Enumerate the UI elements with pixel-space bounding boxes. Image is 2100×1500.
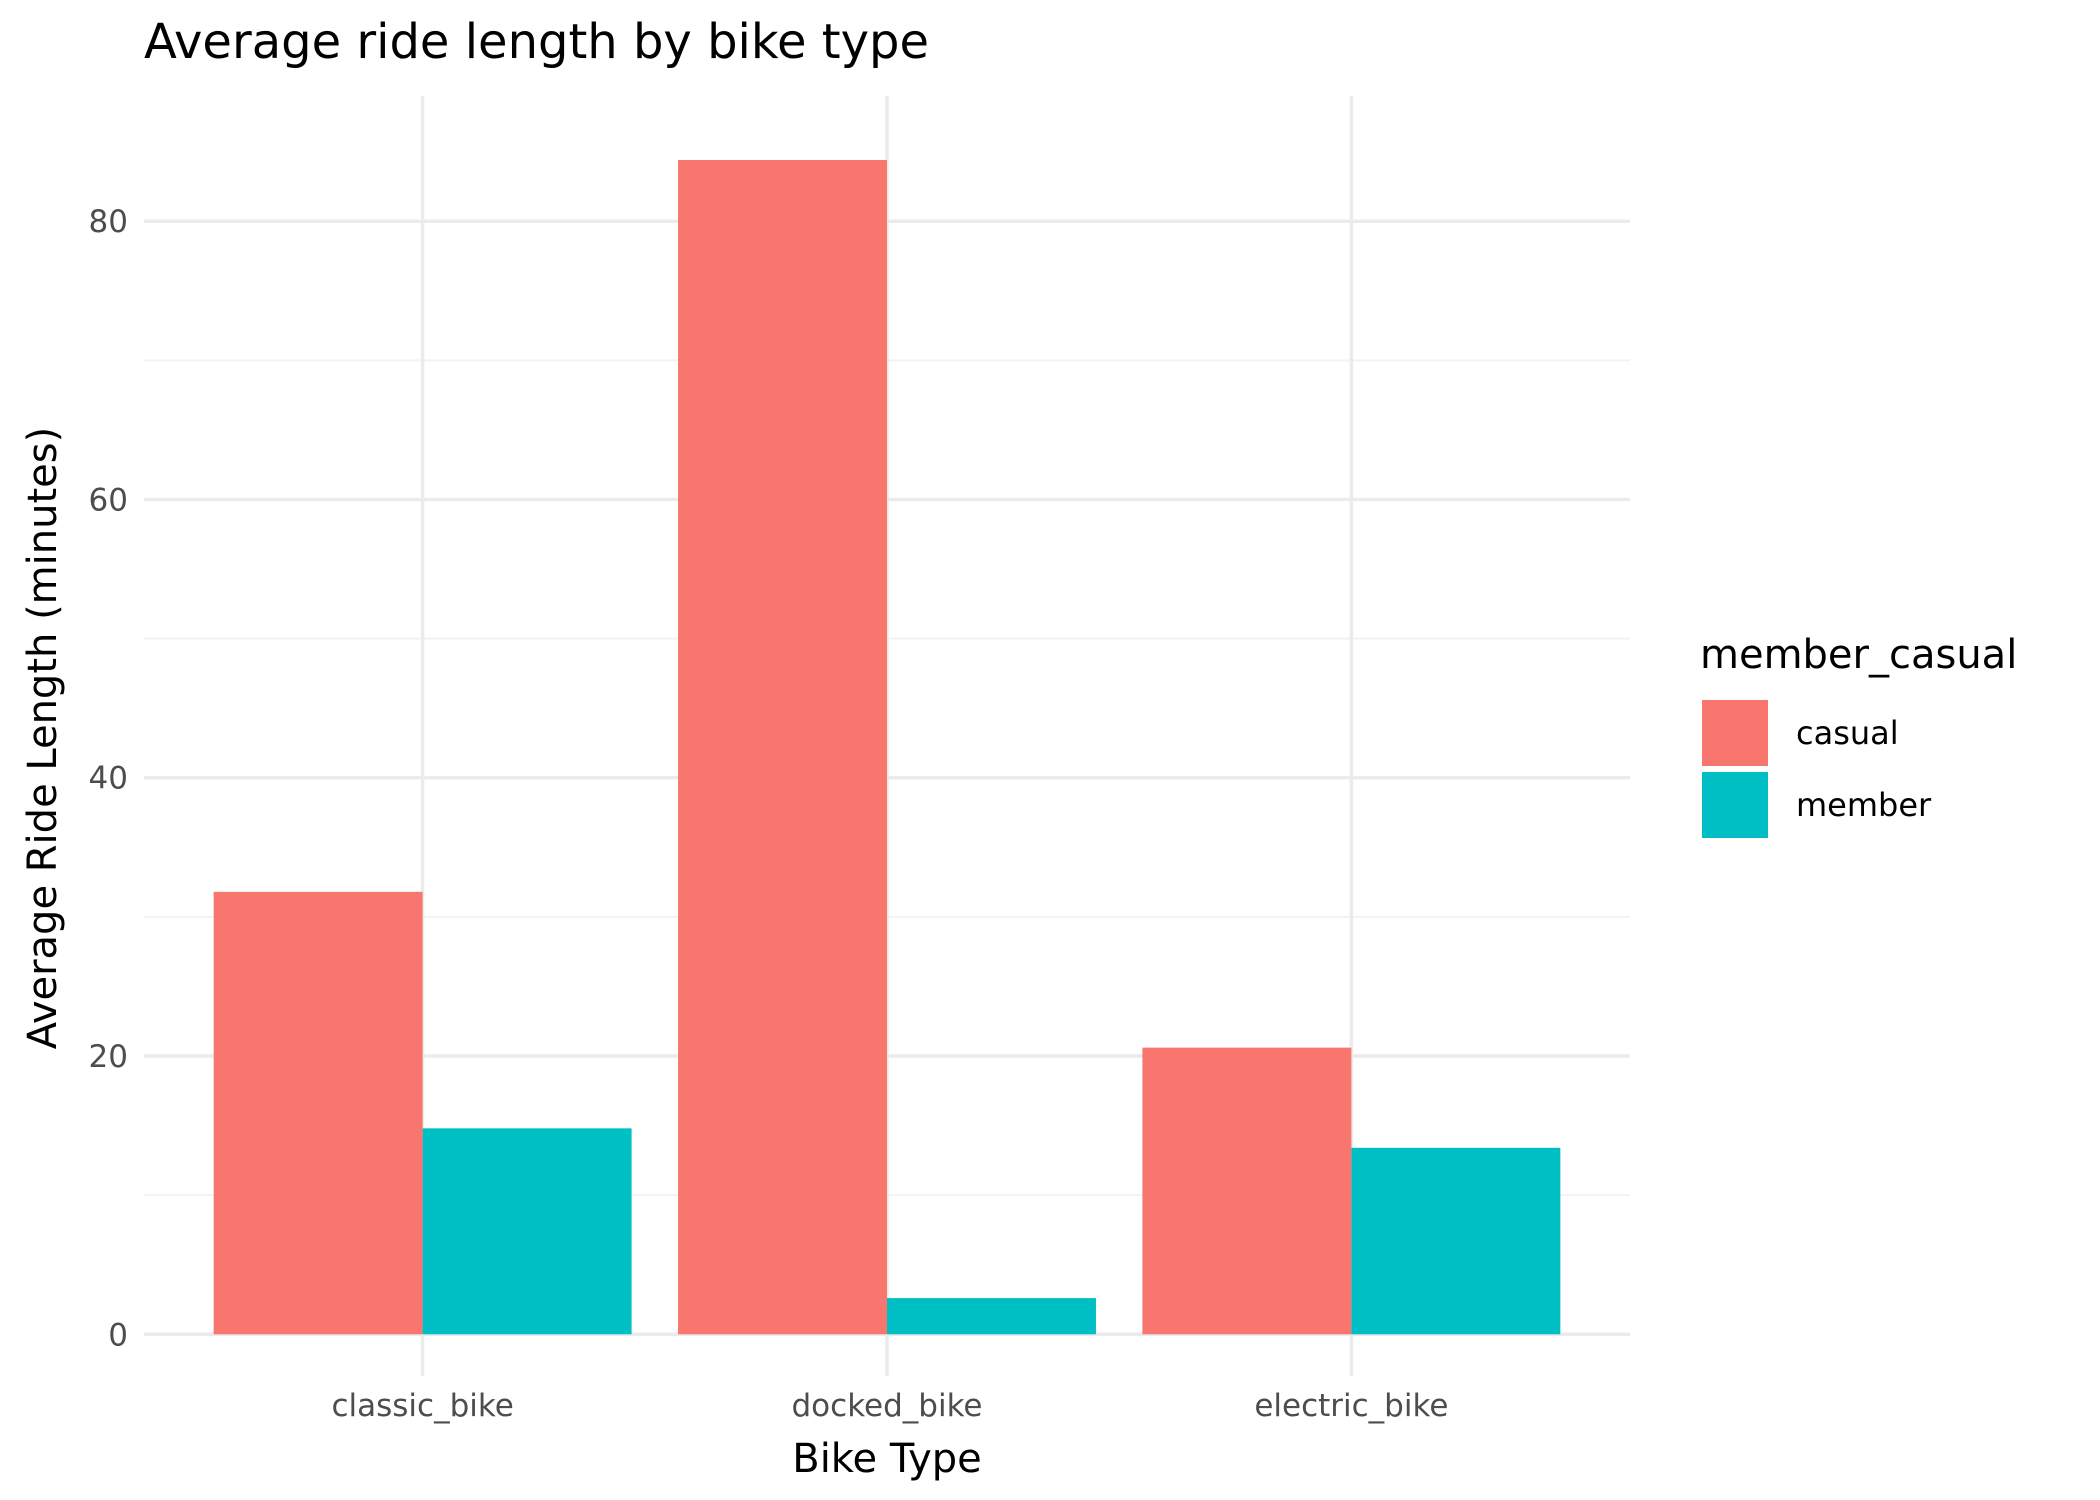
x-tick-label: docked_bike xyxy=(792,1388,983,1424)
legend: member_casual casual member xyxy=(1700,632,2017,838)
bars xyxy=(213,160,1561,1335)
legend-key-member xyxy=(1702,772,1768,838)
y-tick-label: 40 xyxy=(89,761,128,797)
y-tick-label: 80 xyxy=(89,204,128,240)
bar-casual-classic_bike xyxy=(213,891,423,1335)
x-tick-labels: classic_bike docked_bike electric_bike xyxy=(331,1388,1448,1424)
legend-title: member_casual xyxy=(1700,632,2017,678)
bar-casual-docked_bike xyxy=(678,160,887,1335)
y-tick-label: 20 xyxy=(89,1039,128,1075)
y-tick-labels: 0 20 40 60 80 xyxy=(89,204,128,1353)
bar-member-classic_bike xyxy=(422,1128,632,1335)
y-tick-label: 60 xyxy=(89,482,128,518)
y-tick-label: 0 xyxy=(108,1317,128,1353)
x-axis-title: Bike Type xyxy=(792,1436,982,1482)
bar-member-docked_bike xyxy=(887,1298,1096,1335)
legend-label-member: member xyxy=(1796,786,1932,824)
chart-title: Average ride length by bike type xyxy=(144,14,929,70)
legend-label-casual: casual xyxy=(1796,714,1899,752)
legend-key-casual xyxy=(1702,700,1768,766)
bar-member-electric_bike xyxy=(1351,1147,1561,1335)
x-tick-label: classic_bike xyxy=(331,1388,513,1424)
legend-entries: casual member xyxy=(1702,700,1932,838)
x-tick-label: electric_bike xyxy=(1254,1388,1448,1424)
y-axis-title: Average Ride Length (minutes) xyxy=(20,427,66,1049)
bar-casual-electric_bike xyxy=(1142,1047,1352,1335)
